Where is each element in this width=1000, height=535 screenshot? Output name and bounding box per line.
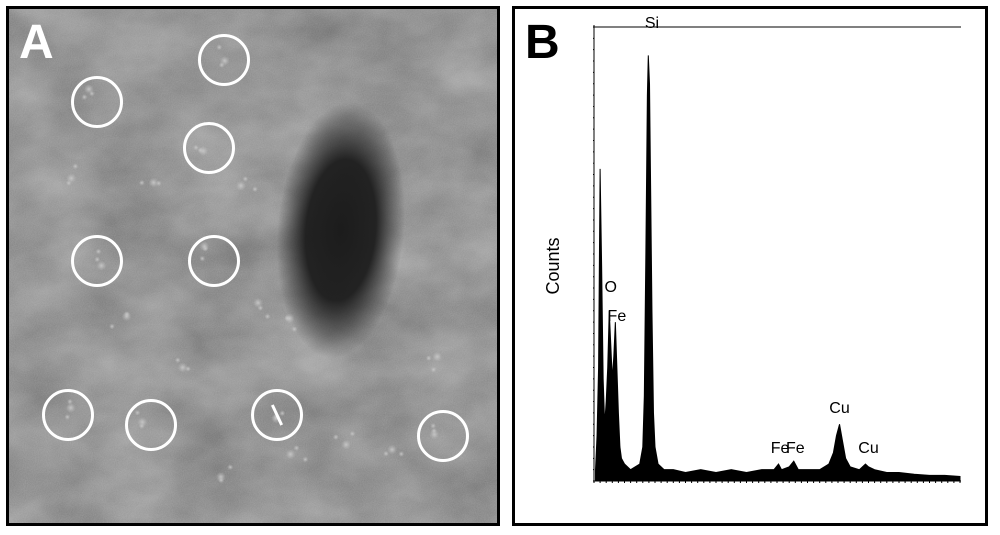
circle-marker (198, 34, 250, 86)
peak-label: Fe (786, 440, 805, 458)
circle-marker (71, 76, 123, 128)
circle-marker (417, 410, 469, 462)
panel-b-label: B (525, 15, 560, 70)
peak-label: O (605, 279, 617, 297)
peak-label: Fe (608, 308, 627, 326)
peak-label: Cu (858, 440, 878, 458)
circle-marker (188, 235, 240, 287)
panel-b-spectrum: B Counts 02040608010 OFeSiFeFeCuCu (512, 6, 988, 526)
spectrum-plot: 02040608010 (593, 25, 961, 483)
circle-marker (183, 122, 235, 174)
peak-label: Si (645, 15, 659, 33)
panel-a-label: A (19, 15, 54, 70)
chart-area: 02040608010 (515, 9, 985, 523)
panel-a-micrograph: A (6, 6, 500, 526)
peak-label: Cu (829, 400, 849, 418)
circle-marker (42, 389, 94, 441)
circle-marker (125, 399, 177, 451)
circle-marker (71, 235, 123, 287)
